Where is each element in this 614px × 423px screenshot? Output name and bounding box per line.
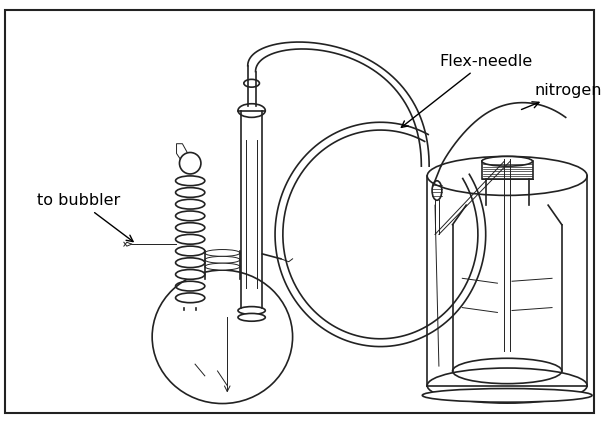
- Ellipse shape: [238, 307, 265, 314]
- Ellipse shape: [238, 104, 265, 117]
- Ellipse shape: [176, 293, 205, 303]
- Bar: [482, 161, 532, 179]
- Ellipse shape: [238, 313, 265, 321]
- Ellipse shape: [176, 176, 205, 186]
- Text: nitrogen: nitrogen: [521, 83, 602, 110]
- Ellipse shape: [205, 263, 240, 270]
- Ellipse shape: [176, 246, 205, 256]
- Ellipse shape: [205, 256, 240, 263]
- Ellipse shape: [205, 250, 240, 256]
- Text: Flex-needle: Flex-needle: [402, 54, 532, 127]
- Text: to bubbler: to bubbler: [37, 193, 133, 242]
- Ellipse shape: [422, 388, 592, 402]
- Ellipse shape: [176, 199, 205, 209]
- Ellipse shape: [482, 157, 532, 166]
- Ellipse shape: [427, 368, 587, 403]
- Ellipse shape: [432, 181, 442, 200]
- Ellipse shape: [244, 80, 260, 87]
- Ellipse shape: [176, 269, 205, 279]
- Ellipse shape: [176, 223, 205, 233]
